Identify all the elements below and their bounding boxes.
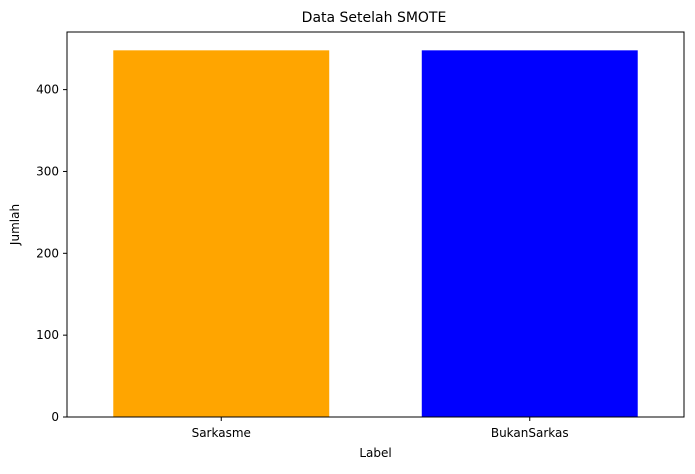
bar-sarkasme xyxy=(113,50,330,417)
bar-bukansarkas xyxy=(421,50,638,417)
plot-frame xyxy=(66,31,685,418)
y-tick-label: 100 xyxy=(36,328,59,342)
x-tick-label: BukanSarkas xyxy=(491,426,569,440)
chart-title: Data Setelah SMOTE xyxy=(302,10,447,26)
y-tick-label: 0 xyxy=(51,410,59,424)
bars-layer xyxy=(113,50,638,417)
y-axis-ticks: 0 100 200 300 400 xyxy=(36,83,67,424)
y-tick-label: 400 xyxy=(36,83,59,97)
x-axis-label: Label xyxy=(359,446,391,460)
y-tick-label: 200 xyxy=(36,246,59,260)
x-tick-label: Sarkasme xyxy=(192,426,251,440)
y-tick-label: 300 xyxy=(36,164,59,178)
x-axis-ticks: Sarkasme BukanSarkas xyxy=(192,417,569,440)
y-axis-label: Jumlah xyxy=(8,204,22,246)
